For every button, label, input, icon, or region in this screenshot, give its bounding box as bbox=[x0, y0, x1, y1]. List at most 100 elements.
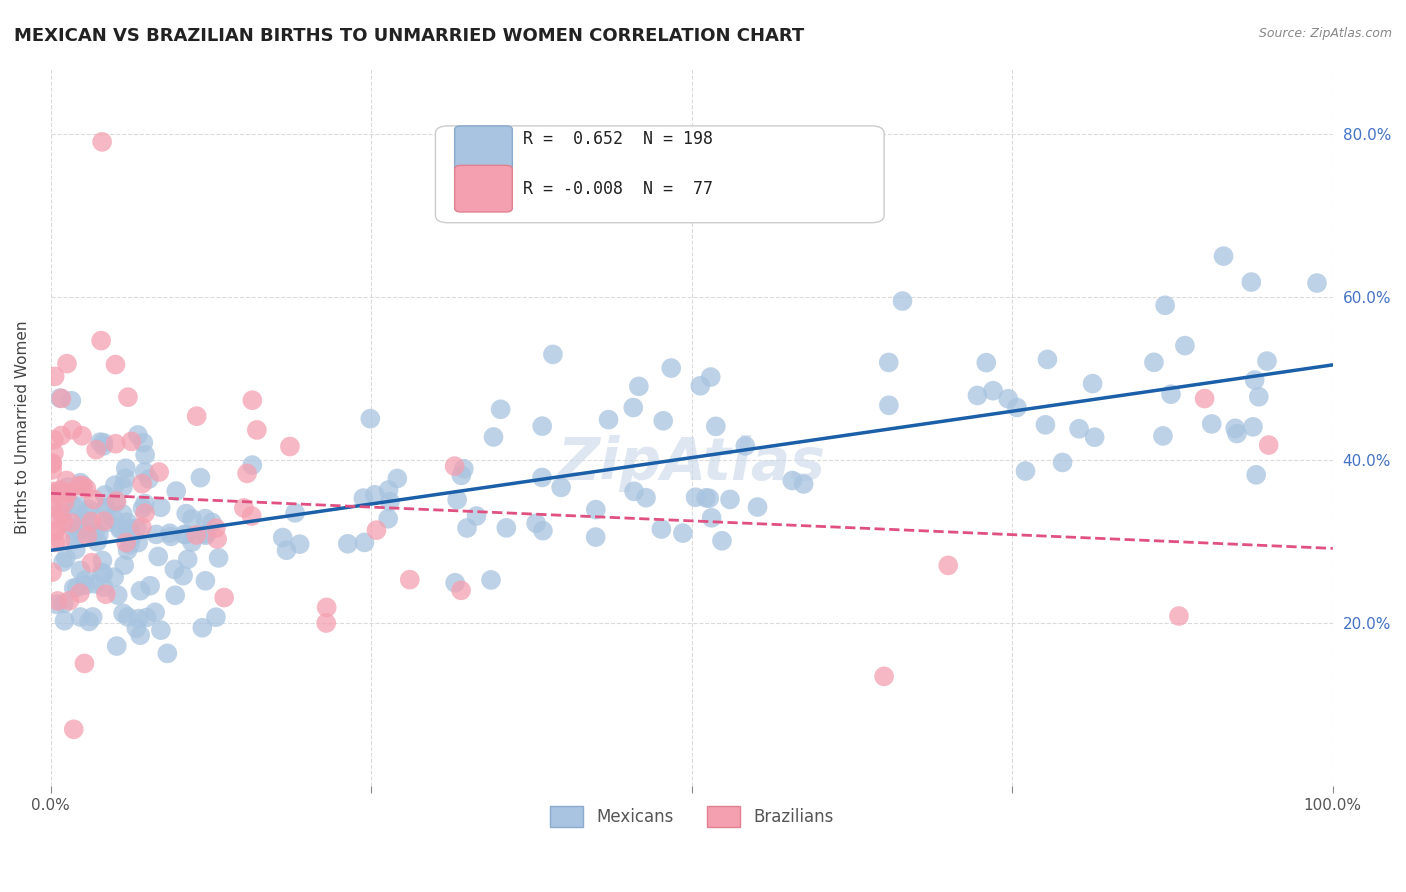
Mexicans bbox=[120, 522, 142, 536]
Mexicans bbox=[1036, 352, 1059, 367]
Brazilians bbox=[42, 484, 65, 499]
Mexicans bbox=[377, 512, 399, 526]
Mexicans bbox=[156, 646, 179, 660]
Brazilians bbox=[117, 390, 139, 404]
Mexicans bbox=[288, 537, 311, 551]
Mexicans bbox=[1152, 429, 1174, 443]
Mexicans bbox=[149, 623, 172, 637]
Brazilians bbox=[240, 393, 263, 408]
Mexicans bbox=[65, 524, 87, 539]
Brazilians bbox=[120, 434, 142, 449]
Mexicans bbox=[194, 527, 217, 541]
Mexicans bbox=[997, 392, 1019, 406]
Mexicans bbox=[49, 391, 72, 405]
Mexicans bbox=[1256, 354, 1278, 368]
Brazilians bbox=[49, 483, 72, 497]
Mexicans bbox=[97, 516, 120, 530]
Mexicans bbox=[1160, 387, 1182, 401]
Mexicans bbox=[1201, 417, 1223, 431]
Mexicans bbox=[129, 628, 152, 642]
Mexicans bbox=[52, 597, 75, 611]
Mexicans bbox=[650, 522, 672, 536]
Brazilians bbox=[134, 506, 156, 520]
Brazilians bbox=[51, 392, 73, 406]
Brazilians bbox=[443, 459, 465, 474]
Mexicans bbox=[205, 610, 228, 624]
Legend: Mexicans, Brazilians: Mexicans, Brazilians bbox=[541, 797, 842, 835]
Brazilians bbox=[41, 565, 63, 579]
Mexicans bbox=[112, 558, 135, 573]
Mexicans bbox=[66, 499, 89, 513]
Mexicans bbox=[240, 458, 263, 472]
Mexicans bbox=[87, 527, 110, 541]
Mexicans bbox=[704, 419, 727, 434]
Mexicans bbox=[734, 439, 756, 453]
Mexicans bbox=[1241, 420, 1264, 434]
Brazilians bbox=[60, 423, 83, 437]
Mexicans bbox=[697, 491, 720, 506]
Mexicans bbox=[72, 511, 94, 525]
Mexicans bbox=[69, 610, 91, 624]
Mexicans bbox=[66, 581, 89, 595]
Brazilians bbox=[41, 488, 63, 502]
Mexicans bbox=[446, 492, 468, 507]
Mexicans bbox=[84, 577, 107, 591]
Mexicans bbox=[450, 468, 472, 483]
Mexicans bbox=[72, 516, 94, 531]
Mexicans bbox=[194, 511, 217, 525]
Mexicans bbox=[1174, 338, 1197, 352]
Mexicans bbox=[65, 542, 87, 557]
Mexicans bbox=[1035, 417, 1057, 432]
Brazilians bbox=[236, 467, 259, 481]
Mexicans bbox=[1005, 401, 1028, 415]
Mexicans bbox=[627, 379, 650, 393]
Mexicans bbox=[110, 521, 132, 535]
Mexicans bbox=[105, 639, 128, 653]
Mexicans bbox=[163, 562, 186, 576]
Brazilians bbox=[186, 528, 208, 542]
Mexicans bbox=[364, 488, 387, 502]
Brazilians bbox=[41, 456, 63, 470]
Mexicans bbox=[531, 419, 554, 434]
Brazilians bbox=[105, 494, 128, 508]
Mexicans bbox=[148, 549, 170, 564]
Mexicans bbox=[55, 551, 77, 566]
Mexicans bbox=[77, 615, 100, 629]
Mexicans bbox=[62, 581, 84, 595]
Brazilians bbox=[83, 492, 105, 507]
Mexicans bbox=[201, 516, 224, 530]
Brazilians bbox=[315, 600, 337, 615]
Mexicans bbox=[60, 393, 83, 408]
Brazilians bbox=[131, 520, 153, 534]
Brazilians bbox=[42, 446, 65, 460]
Mexicans bbox=[191, 621, 214, 635]
Mexicans bbox=[111, 507, 134, 521]
Mexicans bbox=[276, 543, 298, 558]
Brazilians bbox=[93, 514, 115, 528]
Brazilians bbox=[212, 591, 235, 605]
Brazilians bbox=[58, 593, 80, 607]
Mexicans bbox=[1052, 455, 1074, 469]
Brazilians bbox=[278, 440, 301, 454]
Mexicans bbox=[82, 610, 104, 624]
Mexicans bbox=[378, 494, 401, 508]
Mexicans bbox=[700, 510, 723, 524]
Brazilians bbox=[72, 479, 94, 493]
Brazilians bbox=[936, 558, 959, 573]
Mexicans bbox=[634, 491, 657, 505]
Mexicans bbox=[1240, 275, 1263, 289]
Mexicans bbox=[69, 563, 91, 577]
Mexicans bbox=[93, 435, 115, 450]
Mexicans bbox=[966, 388, 988, 402]
Mexicans bbox=[103, 511, 125, 525]
Mexicans bbox=[181, 535, 204, 549]
Mexicans bbox=[718, 492, 741, 507]
Mexicans bbox=[103, 570, 125, 584]
Brazilians bbox=[52, 515, 75, 529]
Brazilians bbox=[246, 423, 269, 437]
Brazilians bbox=[42, 433, 65, 447]
Brazilians bbox=[205, 532, 228, 546]
Brazilians bbox=[55, 474, 77, 488]
Mexicans bbox=[524, 516, 547, 531]
Brazilians bbox=[1194, 392, 1216, 406]
